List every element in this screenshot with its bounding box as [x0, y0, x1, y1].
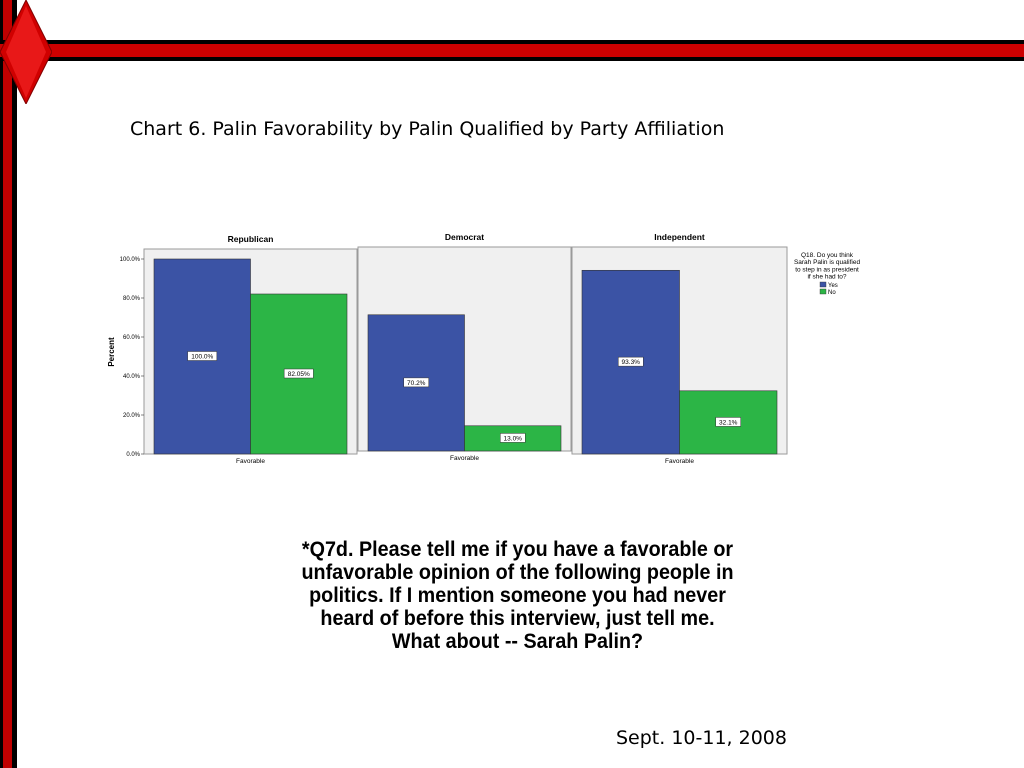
legend-title: Sarah Palin is qualified [794, 259, 861, 266]
question-line: unfavorable opinion of the following peo… [301, 561, 734, 584]
data-label: 70.2% [407, 380, 426, 387]
data-label-box [500, 433, 526, 443]
y-tick-label: 40.0% [123, 374, 141, 380]
data-label: 93.3% [622, 359, 641, 366]
bar-chart: Percent Republican 100.0% 82.05% Favorable De… [107, 232, 861, 465]
legend-entry: Yes [828, 283, 838, 289]
question-line: What about -- Sarah Palin? [391, 630, 644, 653]
question-line: heard of before this interview, just tel… [320, 607, 715, 630]
diamond-ornament [0, 0, 52, 104]
data-label-box [403, 377, 429, 388]
y-tick-label: 100.0% [120, 257, 141, 263]
data-label-box [618, 356, 644, 367]
legend-title: Q18. Do you think [801, 252, 854, 259]
y-tick-label: 60.0% [123, 335, 141, 341]
legend-title: if she had to? [807, 274, 846, 281]
data-label: 13.0% [504, 435, 523, 442]
data-label: 100.0% [191, 354, 213, 361]
y-tick-label: 80.0% [123, 296, 141, 302]
legend-title: to step in as president [795, 266, 859, 273]
y-tick-label: 0.0% [126, 452, 140, 458]
legend-swatch [819, 281, 827, 288]
legend-swatch [819, 288, 827, 295]
panel-title: Independent [654, 232, 705, 242]
question-text: *Q7d. Please tell me if you have a favor… [257, 538, 779, 653]
left-rail-accent [3, 0, 12, 768]
question-line: politics. If I mention someone you had n… [309, 584, 726, 607]
y-axis-label: Percent [107, 337, 116, 367]
legend-entry: No [828, 290, 836, 296]
x-tick-label: Favorable [665, 458, 694, 465]
slide-date: Sept. 10-11, 2008 [616, 727, 787, 749]
data-label-box [715, 417, 741, 427]
data-label-box [187, 351, 218, 361]
x-tick-label: Favorable [236, 458, 265, 465]
panel-title: Republican [228, 234, 274, 244]
x-tick-label: Favorable [450, 455, 479, 462]
y-tick-label: 20.0% [123, 413, 141, 419]
panel-title: Democrat [445, 232, 484, 242]
left-rail [0, 0, 17, 768]
data-label: 32.1% [719, 419, 738, 426]
data-label: 82.05% [288, 371, 310, 378]
question-line: *Q7d. Please tell me if you have a favor… [301, 538, 734, 561]
slide-title: Chart 6. Palin Favorability by Palin Qua… [130, 118, 725, 140]
top-band-accent [0, 44, 1024, 57]
data-label-box [283, 368, 314, 379]
